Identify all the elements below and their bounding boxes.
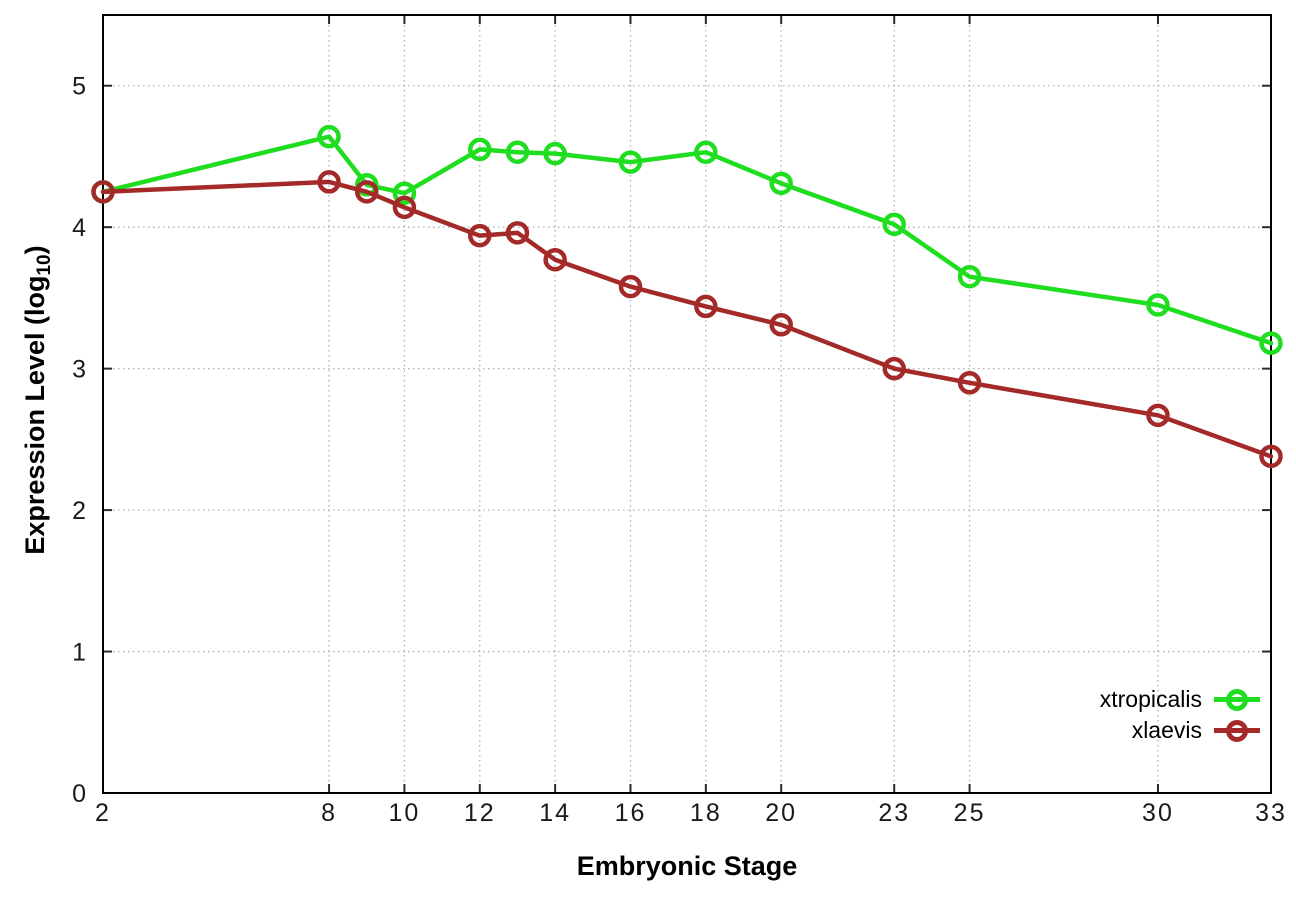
data-point-xlaevis [543,247,567,272]
data-point-xtropicalis [468,137,492,162]
plot-border [102,14,1272,794]
data-point-xlaevis [694,294,718,319]
data-point-xlaevis [957,371,982,395]
x-tick-label: 10 [389,799,421,827]
x-tick-label: 12 [464,799,496,827]
legend-entry-xlaevis: xlaevis [1132,715,1260,746]
y-axis-title: Expression Level (log10) [20,245,56,554]
data-point-xlaevis [468,223,492,248]
x-tick-label: 23 [878,799,910,827]
x-tick-label: 18 [690,799,722,827]
y-tick-label: 5 [72,73,88,101]
y-tick-label: 1 [72,639,88,667]
data-point-xlaevis [769,313,793,337]
data-point-xlaevis [91,180,115,204]
y-tick-label: 4 [72,214,88,242]
data-point-xtropicalis [505,140,530,164]
data-point-xtropicalis [317,124,341,149]
legend-circle-marker-icon [1226,688,1248,711]
legend-marker-xtropicalis [1214,686,1260,714]
x-tick-label: 30 [1142,799,1174,827]
legend-label-xlaevis: xlaevis [1131,717,1202,743]
series-xlaevis [91,170,1283,469]
data-point-xlaevis [505,221,530,245]
data-point-xlaevis [317,170,341,194]
data-point-xtropicalis [957,264,982,289]
y-axis-title-close-paren: ) [19,245,50,255]
legend-label-xtropicalis: xtropicalis [1099,686,1202,712]
data-point-xlaevis [1146,403,1170,428]
y-axis-title-text: Expression Level (log [19,275,50,555]
legend-entry-xtropicalis: xtropicalis [1100,684,1260,715]
data-point-xlaevis [618,274,643,299]
legend-circle-marker-icon [1226,719,1248,742]
data-point-xtropicalis [694,140,718,164]
data-point-xlaevis [354,180,379,204]
data-point-xtropicalis [882,212,906,237]
data-point-xtropicalis [618,150,643,174]
data-point-xlaevis [882,356,906,381]
x-tick-label: 16 [615,799,647,827]
x-tick-label: 20 [765,799,797,827]
y-tick-label: 2 [72,497,88,525]
data-point-xtropicalis [543,141,567,166]
data-point-xlaevis [392,195,417,220]
data-point-xtropicalis [1146,293,1170,317]
x-tick-label: 8 [321,799,337,827]
legend-marker-xlaevis [1214,717,1260,745]
data-point-xtropicalis [769,171,793,196]
series-line-xlaevis [100,179,1274,459]
x-tick-label: 2 [95,799,111,827]
x-tick-label: 14 [539,799,571,827]
y-tick-label: 3 [72,356,88,384]
y-tick-label: 0 [72,780,88,808]
x-tick-label: 25 [954,799,986,827]
x-axis-title: Embryonic Stage [576,851,798,881]
legend: xtropicalis xlaevis [1100,684,1260,746]
data-point-xtropicalis [392,181,417,205]
data-point-xlaevis [1259,444,1283,469]
data-point-xtropicalis [1259,331,1283,355]
x-tick-label: 33 [1255,799,1287,827]
y-axis-title-subscript: 10 [34,254,56,276]
